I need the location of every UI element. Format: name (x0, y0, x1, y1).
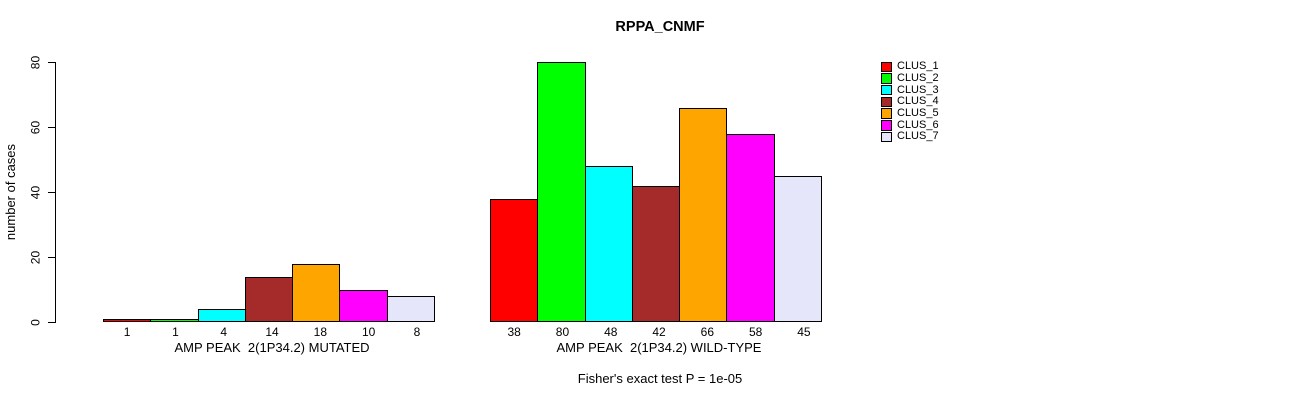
bar-CLUS_6 (726, 133, 775, 322)
bar-group (490, 62, 823, 322)
y-tick (48, 127, 55, 128)
bar-CLUS_5 (292, 263, 341, 322)
y-tick (48, 322, 55, 323)
legend-item-CLUS_4: CLUS_4 (881, 96, 939, 108)
bar-CLUS_7 (386, 296, 436, 322)
bar-CLUS_3 (197, 309, 246, 322)
legend-item-label: CLUS_1 (897, 60, 939, 73)
y-tick-label: 40 (28, 185, 43, 199)
legend-item-label: CLUS_3 (897, 83, 939, 96)
legend-item-label: CLUS_7 (897, 130, 939, 143)
chart-title: RPPA_CNMF (615, 19, 705, 35)
bar-CLUS_7 (773, 175, 823, 322)
bar-CLUS_3 (584, 166, 633, 322)
y-tick-label: 80 (28, 55, 43, 69)
bar-value-label: 14 (265, 325, 279, 339)
bar-CLUS_1 (103, 318, 152, 322)
legend-item-CLUS_6: CLUS_6 (881, 119, 939, 131)
bar-CLUS_6 (339, 289, 388, 322)
legend-item-CLUS_3: CLUS_3 (881, 84, 939, 96)
y-axis-line (55, 62, 56, 323)
legend-item-CLUS_7: CLUS_7 (881, 131, 939, 143)
y-tick (48, 62, 55, 63)
bar-value-label: 4 (220, 325, 228, 339)
legend-swatch-icon (881, 108, 892, 119)
bar-value-row: 1 1 4 14 18 10 8 (103, 326, 441, 338)
legend-item-CLUS_2: CLUS_2 (881, 73, 939, 85)
legend-swatch-icon (881, 96, 892, 108)
bar-value-row: 38 80 48 42 66 58 45 (490, 326, 828, 338)
bar-group (103, 263, 436, 322)
y-tick (48, 192, 55, 193)
bar-value-label: 42 (652, 325, 666, 339)
bar-value-label: 58 (748, 325, 763, 339)
legend-swatch-icon (881, 73, 892, 84)
bar-CLUS_1 (490, 198, 539, 322)
annotation-text: Fisher's exact test P = 1e-05 (577, 371, 743, 386)
bar-value-label: 48 (604, 325, 618, 339)
legend-item-CLUS_5: CLUS_5 (881, 108, 939, 120)
bar-CLUS_2 (537, 62, 586, 322)
bar-CLUS_5 (679, 107, 728, 322)
y-tick-label: 20 (28, 250, 43, 264)
bar-value-label: 1 (172, 325, 179, 339)
bar-value-label: 45 (797, 325, 811, 339)
legend-item-CLUS_1: CLUS_1 (881, 61, 939, 73)
bar-CLUS_2 (150, 318, 199, 322)
legend-swatch-icon (881, 120, 892, 131)
bar-CLUS_4 (631, 185, 681, 322)
legend-item-label: CLUS_6 (897, 118, 939, 131)
legend-swatch-icon (881, 84, 892, 96)
bar-value-label: 66 (700, 325, 715, 339)
group-axis-label: AMP PEAK 2(1P34.2) MUTATED (174, 340, 370, 355)
bar-value-label: 8 (413, 325, 421, 339)
y-tick (48, 257, 55, 258)
legend-swatch-icon (881, 61, 892, 73)
y-axis-label: number of cases (3, 143, 18, 241)
bar-value-label: 10 (361, 325, 376, 339)
legend-item-label: CLUS_2 (897, 72, 939, 85)
bar-CLUS_4 (244, 276, 294, 322)
bar-value-label: 1 (123, 325, 131, 339)
legend-item-label: CLUS_5 (897, 107, 939, 120)
bar-value-label: 38 (507, 325, 521, 339)
bar-value-label: 18 (313, 325, 328, 339)
group-axis-label: AMP PEAK 2(1P34.2) WILD-TYPE (556, 340, 762, 355)
y-tick-label: 0 (28, 318, 43, 326)
bar-value-label: 80 (555, 325, 570, 339)
legend-swatch-icon (881, 131, 892, 143)
legend: CLUS_1 CLUS_2 CLUS_3 CLUS_4 CLUS_5 CLUS_6 CLUS… (881, 61, 939, 143)
y-tick-label: 60 (28, 120, 43, 134)
legend-item-label: CLUS_4 (897, 95, 939, 108)
